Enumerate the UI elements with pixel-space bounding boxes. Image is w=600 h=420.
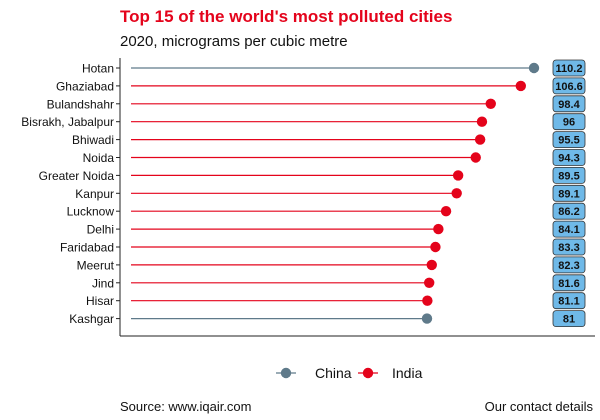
value-label-box xyxy=(552,274,586,292)
category-label: Greater Noida xyxy=(39,169,115,183)
category-label: Bulandshahr xyxy=(47,97,114,111)
category-label: Kanpur xyxy=(75,187,114,201)
value-label: 81 xyxy=(563,314,575,326)
value-label-box xyxy=(552,77,586,95)
chart-marks: 110.2 106.6 98.4 96 95.5 94.3 89.5 89.1 86.2 84.1… xyxy=(131,59,586,328)
value-label-box xyxy=(552,184,586,202)
chart-legend: China India xyxy=(276,365,423,381)
lollipop-dot xyxy=(440,206,452,217)
lollipop-dot xyxy=(528,62,540,74)
value-label-box xyxy=(552,131,586,149)
lollipop-dot xyxy=(451,188,462,199)
lollipop-dot xyxy=(452,170,464,181)
value-label: 84.1 xyxy=(558,224,579,236)
value-label: 96 xyxy=(563,117,575,129)
legend-swatch-dot xyxy=(280,367,292,379)
category-label: Faridabad xyxy=(60,241,114,255)
value-label-box xyxy=(552,149,586,166)
category-label: Ghaziabad xyxy=(56,79,114,93)
value-label: 82.3 xyxy=(558,260,579,272)
lollipop-dot xyxy=(470,152,481,163)
value-label-box xyxy=(552,238,586,256)
value-label: 83.3 xyxy=(558,242,579,254)
category-label: Delhi xyxy=(87,223,114,237)
category-label: Lucknow xyxy=(67,205,115,219)
value-label: 106.6 xyxy=(555,81,583,93)
lollipop-dot xyxy=(433,223,444,235)
value-label-box xyxy=(552,310,586,328)
value-label-box xyxy=(552,59,586,77)
source-note: Source: www.iqair.com xyxy=(120,399,252,414)
category-label: Meerut xyxy=(77,258,115,272)
value-label: 89.1 xyxy=(558,188,579,200)
contact-link[interactable]: Our contact details xyxy=(484,399,593,414)
value-label-box xyxy=(552,95,586,113)
lollipop-dot xyxy=(430,241,441,253)
value-label-box xyxy=(552,220,586,238)
value-label: 95.5 xyxy=(558,135,579,147)
chart-subtitle: 2020, micrograms per cubic metre xyxy=(120,33,348,50)
value-label: 89.5 xyxy=(558,170,579,182)
lollipop-dot xyxy=(476,116,488,127)
category-label: Hotan xyxy=(82,62,114,76)
lollipop-dot xyxy=(426,259,437,271)
lollipop-dot xyxy=(474,134,486,145)
category-label: Bhiwadi xyxy=(72,133,114,147)
legend-label: China xyxy=(315,365,352,381)
lollipop-dot xyxy=(485,98,496,110)
legend-label: India xyxy=(392,365,423,381)
value-label: 94.3 xyxy=(558,153,579,165)
legend-swatch-dot xyxy=(362,367,374,379)
value-label-box xyxy=(552,166,586,184)
value-label: 110.2 xyxy=(556,63,583,75)
value-label: 81.1 xyxy=(558,296,579,308)
value-label-box xyxy=(552,292,586,310)
value-label: 98.4 xyxy=(558,99,580,111)
lollipop-dot xyxy=(421,313,433,324)
chart-axes: Hotan Ghaziabad Bulandshahr Bisrakh, Jabalp… xyxy=(21,58,595,337)
category-label: Kashgar xyxy=(69,312,114,326)
category-label: Jind xyxy=(92,276,114,290)
value-label: 81.6 xyxy=(558,278,579,290)
category-label: Hisar xyxy=(86,294,114,308)
category-label: Noida xyxy=(83,151,115,165)
lollipop-dot xyxy=(422,295,433,306)
value-label-box xyxy=(552,113,586,131)
chart-title: Top 15 of the world's most polluted citi… xyxy=(120,7,453,26)
category-label: Bisrakh, Jabalpur xyxy=(21,115,114,129)
value-label: 86.2 xyxy=(558,206,579,218)
lollipop-dot xyxy=(515,80,527,92)
lollipop-dot xyxy=(423,277,435,288)
value-label-box xyxy=(552,256,586,274)
value-label-box xyxy=(552,202,586,220)
